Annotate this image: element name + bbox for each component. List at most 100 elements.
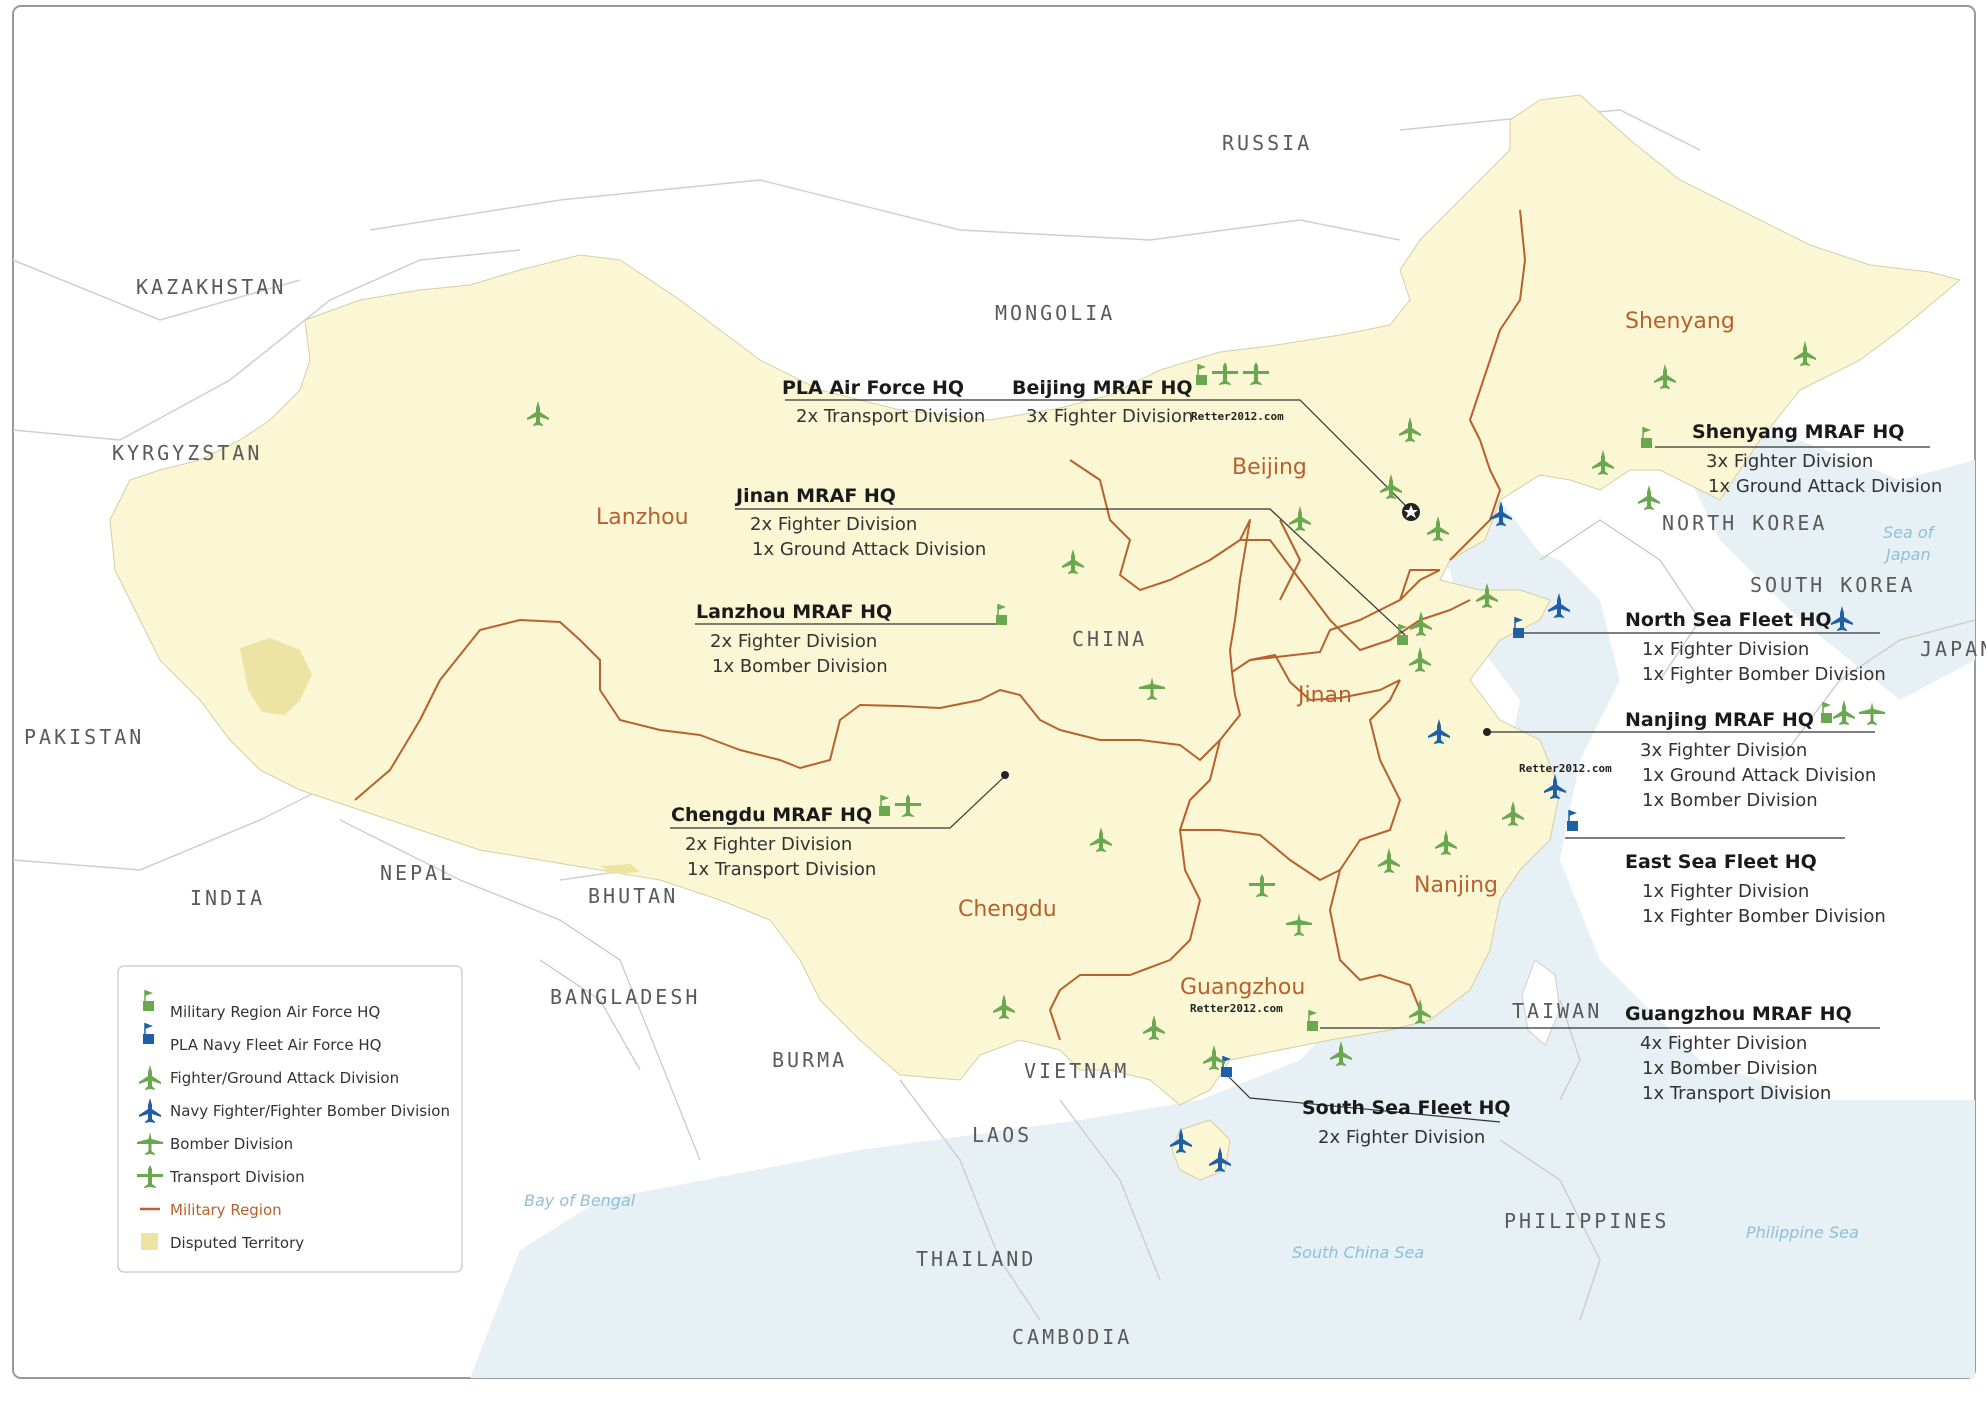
label-kazakhstan: KAZAKHSTAN [136,275,286,299]
hq-line: 2x Transport Division [796,406,985,427]
region-nanjing: Nanjing [1414,873,1498,898]
hq-title: Beijing MRAF HQ [1012,377,1193,399]
legend-label: Disputed Territory [170,1234,304,1252]
hq-chengdu: Chengdu MRAF HQ 2x Fighter Division 1x T… [671,804,876,880]
legend-box [117,965,463,1273]
hq-line: 2x Fighter Division [1318,1127,1485,1148]
hq-title: Shenyang MRAF HQ [1692,421,1904,443]
hq-line: 2x Fighter Division [685,834,852,855]
hq-line: 1x Bomber Division [1642,790,1818,811]
legend-label: Military Region Air Force HQ [170,1003,380,1021]
hq-line: 4x Fighter Division [1640,1033,1807,1054]
disputed-swatch-icon [141,1233,158,1250]
legend-label: Bomber Division [170,1135,293,1153]
label-cambodia: CAMBODIA [1012,1325,1132,1349]
region-shenyang: Shenyang [1625,309,1735,334]
hq-line: 1x Fighter Bomber Division [1642,906,1886,927]
label-sea-of-japan-2: Japan [1883,545,1931,564]
hq-south-sea-fleet: South Sea Fleet HQ 2x Fighter Division [1302,1097,1511,1148]
legend-label: Navy Fighter/Fighter Bomber Division [170,1102,450,1120]
watermark: Retter2012.com [1519,762,1612,775]
label-japan: JAPAN [1920,637,1986,661]
disputed-arunachal [600,864,640,874]
taiwan-island [1521,959,1561,1046]
label-vietnam: VIETNAM [1024,1059,1129,1083]
hq-line: 1x Ground Attack Division [1642,765,1876,786]
hq-line: 1x Ground Attack Division [1708,476,1942,497]
legend-label: Transport Division [169,1168,305,1186]
label-mongolia: MONGOLIA [995,301,1115,325]
label-nepal: NEPAL [380,861,455,885]
hq-line: 3x Fighter Division [1706,451,1873,472]
hq-shenyang: Shenyang MRAF HQ 3x Fighter Division 1x … [1692,421,1942,497]
hq-title: Chengdu MRAF HQ [671,804,872,826]
hainan-island [1171,1119,1231,1181]
legend: Military Region Air Force HQ PLA Navy Fl… [117,965,463,1273]
label-south-korea: SOUTH KOREA [1750,573,1915,597]
label-russia: RUSSIA [1222,131,1312,155]
region-guangzhou: Guangzhou [1180,975,1305,1000]
label-taiwan: TAIWAN [1512,999,1602,1023]
hq-line: 3x Fighter Division [1640,740,1807,761]
watermark: Retter2012.com [1190,1002,1283,1015]
region-chengdu: Chengdu [958,897,1057,922]
region-beijing: Beijing [1232,455,1307,480]
hq-line: 3x Fighter Division [1026,406,1193,427]
disputed-aksai-chin [240,638,312,715]
hq-lanzhou: Lanzhou MRAF HQ 2x Fighter Division 1x B… [696,601,892,677]
label-india: INDIA [190,886,265,910]
hq-line: 1x Ground Attack Division [752,539,986,560]
hq-jinan: Jinan MRAF HQ 2x Fighter Division 1x Gro… [734,485,986,560]
china-landmass [109,94,1962,1106]
label-philippine-sea: Philippine Sea [1746,1223,1859,1242]
nanjing-marker-dot [1483,728,1491,736]
label-burma: BURMA [772,1048,847,1072]
label-bay-of-bengal: Bay of Bengal [524,1191,636,1210]
legend-label: Military Region [170,1201,282,1219]
label-laos: LAOS [972,1123,1032,1147]
hq-guangzhou: Guangzhou MRAF HQ 4x Fighter Division 1x… [1625,1003,1852,1104]
label-pakistan: PAKISTAN [24,725,144,749]
capital-star-icon [1402,503,1420,521]
hq-line: 2x Fighter Division [750,514,917,535]
hq-title: South Sea Fleet HQ [1302,1097,1511,1119]
label-thailand: THAILAND [916,1247,1036,1271]
chengdu-marker-dot [1001,771,1009,779]
hq-title: Jinan MRAF HQ [734,485,896,507]
hq-east-sea-fleet: East Sea Fleet HQ 1x Fighter Division 1x… [1625,851,1886,927]
hq-line: 1x Bomber Division [712,656,888,677]
hq-line: 1x Fighter Bomber Division [1642,664,1886,685]
label-kyrgyzstan: KYRGYZSTAN [112,441,262,465]
hq-title: PLA Air Force HQ [782,377,964,399]
hq-north-sea-fleet: North Sea Fleet HQ 1x Fighter Division 1… [1625,609,1886,685]
label-china: CHINA [1072,627,1147,651]
label-north-korea: NORTH KOREA [1662,511,1827,535]
legend-label: Fighter/Ground Attack Division [170,1069,399,1087]
hq-title: East Sea Fleet HQ [1625,851,1817,873]
hq-beijing: Beijing MRAF HQ 3x Fighter Division [1012,377,1193,427]
hq-title: Guangzhou MRAF HQ [1625,1003,1852,1025]
sea-of-japan-water [1660,420,1975,700]
hq-line: 1x Transport Division [1642,1083,1831,1104]
hq-line: 1x Bomber Division [1642,1058,1818,1079]
hq-title: North Sea Fleet HQ [1625,609,1832,631]
hq-title: Nanjing MRAF HQ [1625,709,1814,731]
hq-line: 1x Fighter Division [1642,881,1809,902]
hq-nanjing: Nanjing MRAF HQ 3x Fighter Division 1x G… [1625,709,1876,811]
hq-line: 1x Transport Division [687,859,876,880]
leader-lines [670,399,1930,1123]
hq-line: 2x Fighter Division [710,631,877,652]
region-jinan: Jinan [1296,683,1352,708]
hq-title: Lanzhou MRAF HQ [696,601,892,623]
pacific-water [470,520,1975,1378]
hq-line: 1x Fighter Division [1642,639,1809,660]
legend-label: PLA Navy Fleet Air Force HQ [170,1036,381,1054]
label-south-china-sea: South China Sea [1292,1243,1424,1262]
watermark: Retter2012.com [1191,410,1284,423]
label-bangladesh: BANGLADESH [550,985,700,1009]
hq-pla-air-force: PLA Air Force HQ 2x Transport Division [782,377,985,427]
region-lanzhou: Lanzhou [596,505,689,530]
military-region-borders [354,209,1526,1041]
label-bhutan: BHUTAN [588,884,678,908]
